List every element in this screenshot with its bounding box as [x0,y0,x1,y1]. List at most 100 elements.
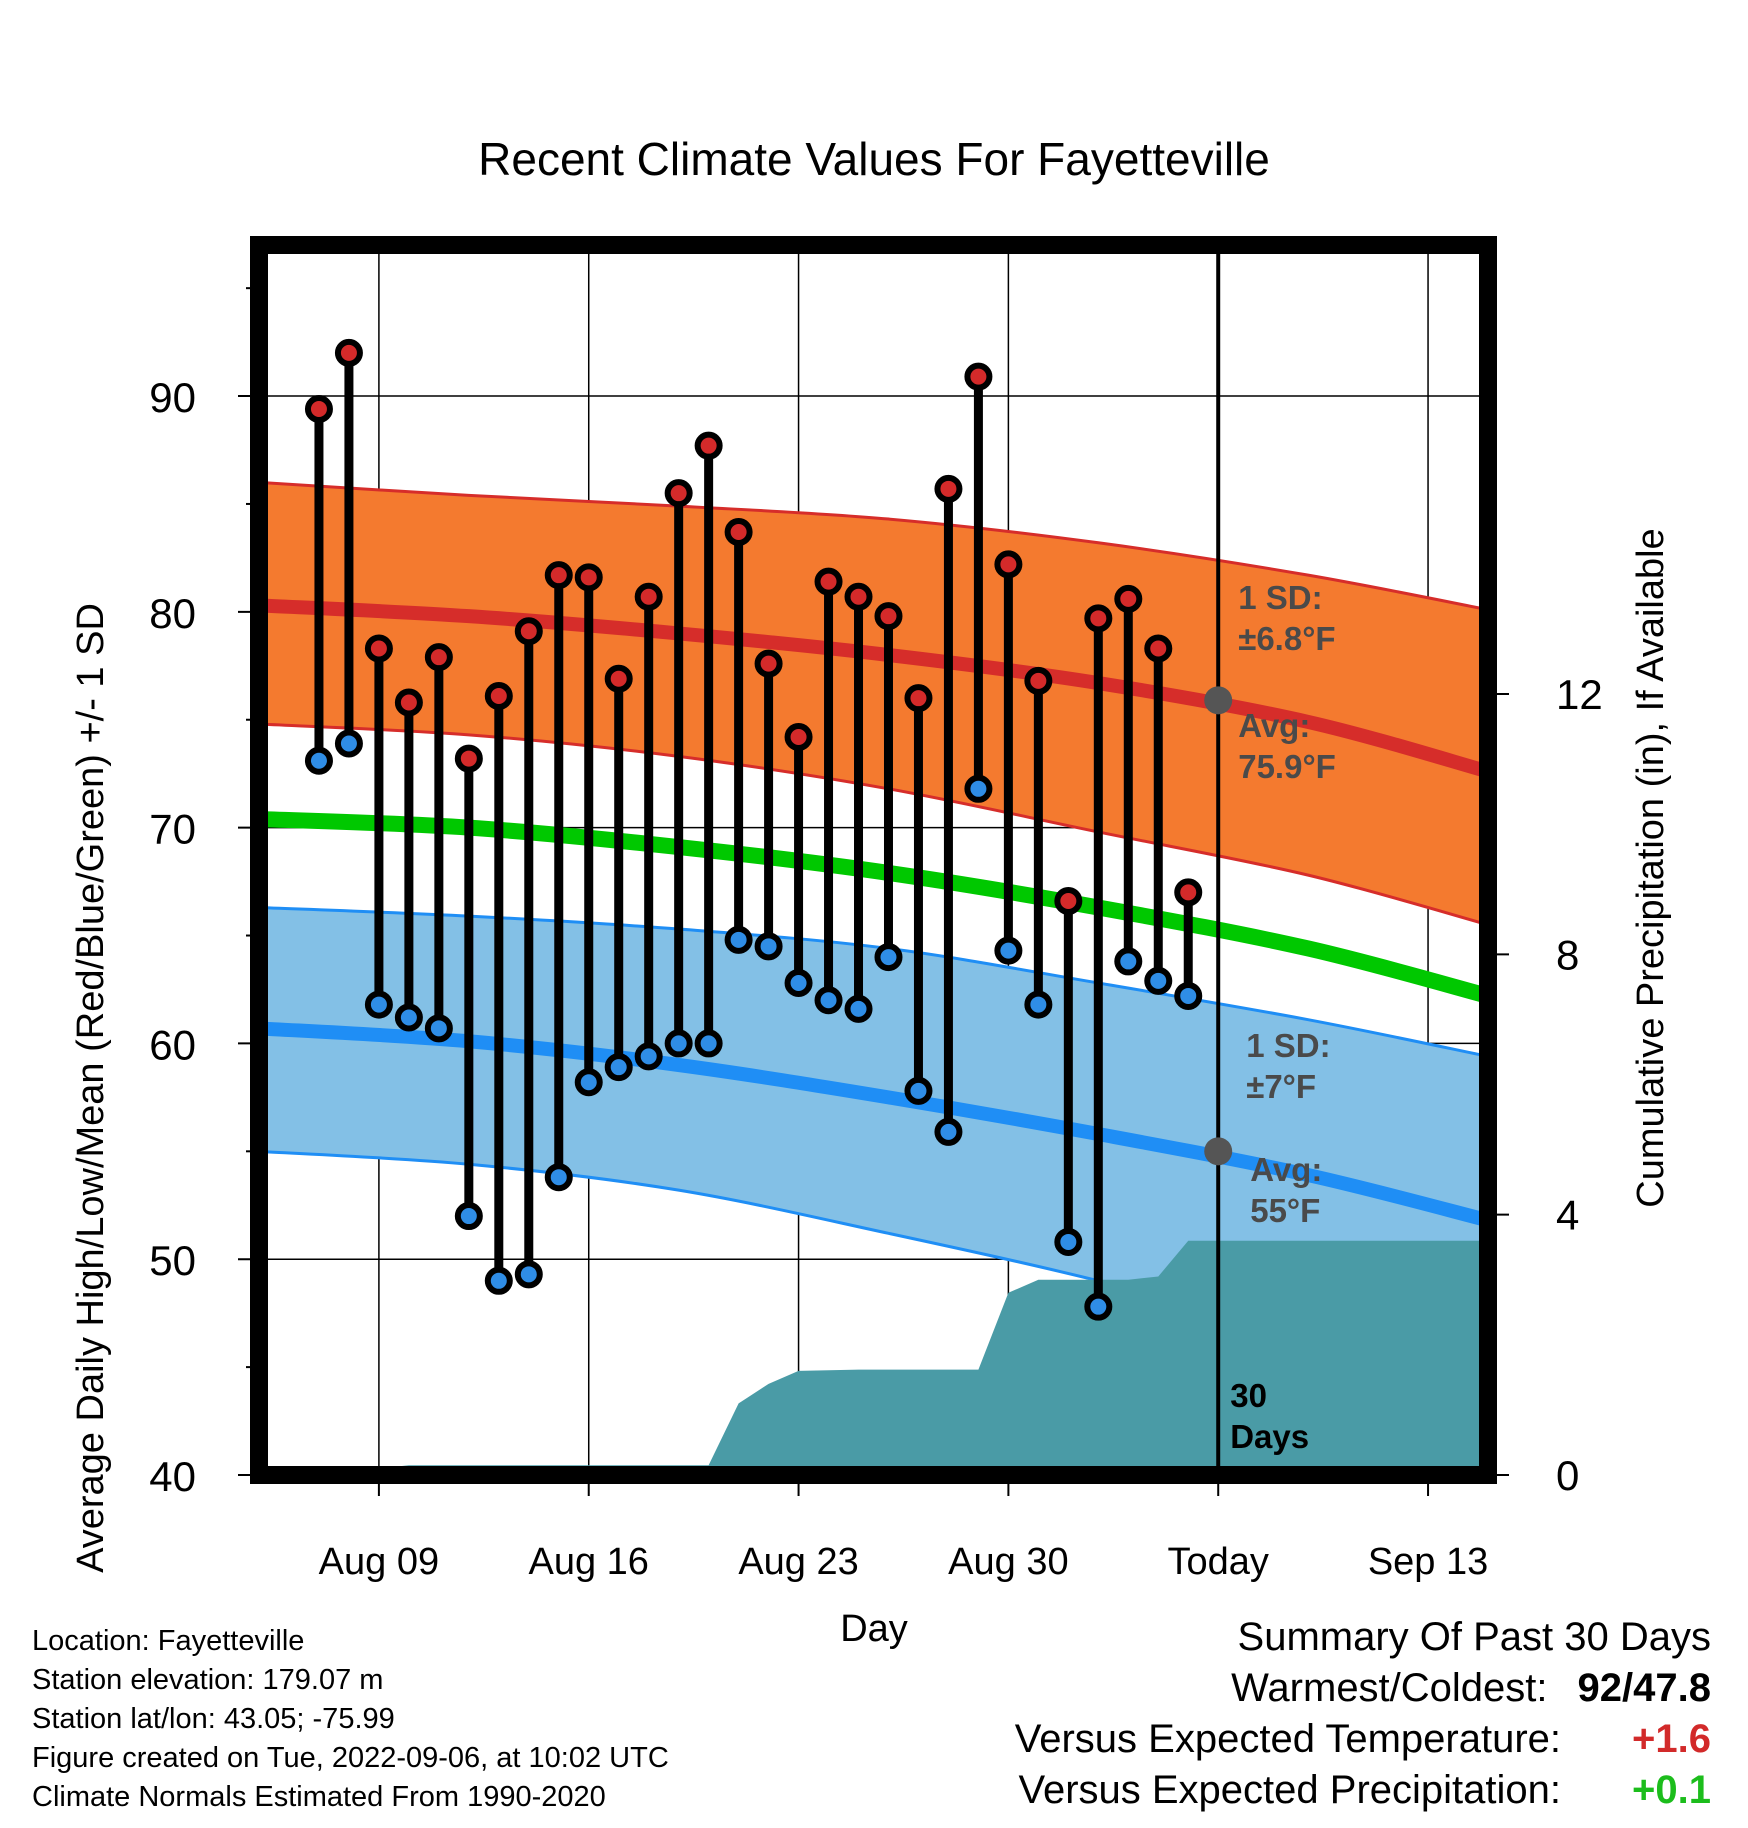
daily-low-point [1114,947,1143,976]
plot-frame [250,236,1497,1484]
created-text: Figure created on Tue, 2022-09-06, at 10… [32,1742,669,1774]
daily-high-point [1024,666,1053,695]
daily-high-point [1144,634,1173,663]
y-tick-label: 40 [149,1453,196,1500]
normal-high-sd-band [259,482,1488,925]
daily-low-point [304,746,333,775]
latlon-text: Station lat/lon: 43.05; -75.99 [32,1703,395,1735]
daily-low-point [364,990,393,1019]
daily-high-point [784,723,813,751]
summary-title: Summary Of Past 30 Days [1237,1615,1711,1659]
low-sd-annotation: 1 SD: ±7°F [1246,1027,1330,1105]
daily-low-point [574,1068,603,1097]
y-tick-label: 90 [149,374,196,421]
daily-high-point [634,582,663,611]
daily-high-point [934,474,963,503]
daily-high-point [874,602,903,631]
daily-low-point [394,1003,423,1032]
y2-tick-label: 4 [1556,1192,1579,1239]
daily-high-point [1174,878,1203,907]
daily-high-point [844,582,873,611]
daily-low-point [994,936,1023,965]
precip-value: +0.1 [1632,1768,1711,1812]
low-avg-annotation: Avg: 55°F [1250,1151,1322,1229]
high-sd-annotation: 1 SD: ±6.8°F [1238,579,1335,657]
y2-tick-label: 8 [1556,931,1579,978]
x-tick-label: Sep 13 [1368,1541,1488,1583]
daily-high-point [604,664,633,693]
daily-low-point [814,986,843,1015]
daily-low-point [1084,1292,1113,1321]
daily-high-point [514,617,543,646]
daily-low-point [754,932,783,961]
x-tick-label: Today [1168,1541,1269,1583]
daily-low-point [1144,966,1173,995]
daily-low-point [844,994,873,1023]
precip-label: Versus Expected Precipitation: [1018,1768,1561,1812]
chart-title: Recent Climate Values For Fayetteville [478,133,1270,185]
daily-low-point [874,943,903,972]
daily-high-point [424,643,453,672]
daily-high-point [1114,584,1143,613]
daily-high-point [544,561,573,590]
temp-value: +1.6 [1632,1717,1711,1761]
x-axis-label: Day [840,1608,908,1650]
daily-high-point [1054,887,1083,915]
daily-low-point [514,1260,543,1289]
location-text: Location: Fayetteville [32,1625,305,1657]
window-annotation: 30 Days [1230,1377,1309,1455]
daily-high-point [304,395,333,423]
summary-precip-row: Versus Expected Precipitation: +0.1 [1015,1765,1711,1816]
y-tick-label: 70 [149,806,196,853]
daily-low-point [334,729,363,758]
warmest-value: 92/47.8 [1577,1666,1711,1710]
x-tick-label: Aug 16 [529,1541,649,1583]
elevation-text: Station elevation: 179.07 m [32,1664,384,1696]
y-tick-label: 80 [149,590,196,637]
daily-low-point [784,969,813,997]
daily-low-point [1054,1227,1083,1256]
daily-low-point [544,1163,573,1192]
y2-tick-label: 12 [1556,671,1603,718]
daily-high-point [394,688,423,717]
x-tick-label: Aug 23 [738,1541,858,1583]
daily-high-point [724,518,753,546]
station-metadata: Location: Fayetteville Station elevation… [32,1622,669,1817]
daily-low-point [1024,990,1053,1019]
daily-low-point [454,1202,483,1231]
summary-warmest-row: Warmest/Coldest: 92/47.8 [1015,1663,1711,1714]
daily-high-point [994,550,1023,579]
temp-label: Versus Expected Temperature: [1014,1717,1561,1761]
daily-low-point [724,925,753,954]
daily-high-point [454,744,483,773]
daily-high-point [484,682,513,710]
summary-panel: Summary Of Past 30 Days Warmest/Coldest:… [1015,1612,1711,1816]
daily-low-point [484,1266,513,1295]
daily-low-point [934,1117,963,1146]
summary-temp-row: Versus Expected Temperature: +1.6 [1015,1714,1711,1765]
high-avg-annotation: Avg: 75.9°F [1238,707,1336,785]
daily-high-point [754,649,783,678]
daily-low-point [964,774,993,803]
y2-tick-label: 0 [1556,1452,1579,1499]
daily-low-point [424,1014,453,1043]
daily-high-point [964,362,993,391]
normal-high-sd-upper-line [259,480,1488,612]
daily-high-point [664,479,693,508]
daily-low-point [694,1029,723,1058]
daily-low-point [604,1053,633,1082]
daily-low-point [664,1029,693,1058]
precipitation-area [318,1240,1488,1475]
y2-axis-label: Cumulative Precipitation (in), If Availa… [1630,528,1672,1207]
y-axis-label: Average Daily High/Low/Mean (Red/Blue/Gr… [70,603,112,1573]
daily-low-point [904,1076,933,1105]
today-low-avg-dot [1204,1137,1233,1166]
daily-high-point [1084,604,1113,633]
y-tick-label: 60 [149,1021,196,1068]
y-tick-label: 50 [149,1237,196,1284]
normals-text: Climate Normals Estimated From 1990-2020 [32,1781,606,1813]
x-tick-label: Aug 30 [948,1541,1068,1583]
today-high-avg-dot [1204,686,1233,715]
daily-high-point [694,431,723,460]
